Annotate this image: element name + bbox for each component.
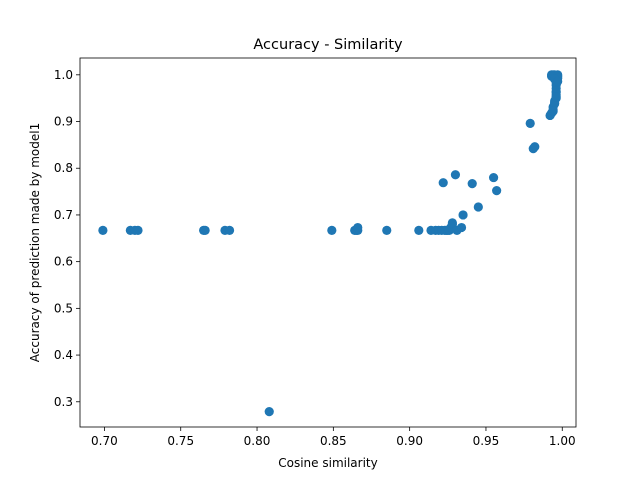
data-point xyxy=(382,225,392,235)
data-point xyxy=(492,186,502,196)
data-point xyxy=(467,179,477,189)
y-tick-label: 0.5 xyxy=(54,301,73,315)
y-tick-label: 0.4 xyxy=(54,348,73,362)
y-tick-label: 1.0 xyxy=(54,68,73,82)
chart-title: Accuracy - Similarity xyxy=(253,37,403,53)
y-tick-label: 0.8 xyxy=(54,161,73,175)
data-point xyxy=(450,170,461,180)
data-point xyxy=(458,210,468,220)
data-point xyxy=(200,225,210,235)
x-tick-label: 0.80 xyxy=(244,434,271,448)
data-point xyxy=(525,118,535,128)
x-tick-label: 0.85 xyxy=(320,434,347,448)
data-point xyxy=(548,106,558,116)
x-axis-ticks: 0.70 0.75 0.80 0.85 0.90 0.95 1.00 xyxy=(91,427,576,448)
data-point xyxy=(224,225,235,235)
y-tick-label: 0.9 xyxy=(54,115,73,129)
data-point xyxy=(98,225,108,235)
y-tick-label: 0.6 xyxy=(54,255,73,269)
data-point xyxy=(488,172,499,183)
y-axis-label: Accuracy of prediction made by model1 xyxy=(28,123,42,362)
data-point xyxy=(530,142,540,152)
data-point xyxy=(264,406,274,417)
x-tick-label: 0.95 xyxy=(473,434,500,448)
data-point xyxy=(414,225,424,235)
y-axis-ticks: 0.3 0.4 0.5 0.6 0.7 0.8 0.9 1.0 xyxy=(54,68,80,409)
data-point xyxy=(456,222,467,233)
data-point xyxy=(133,225,143,235)
data-point xyxy=(447,218,457,228)
data-point xyxy=(553,76,563,86)
data-point xyxy=(438,178,448,188)
data-point xyxy=(353,222,363,233)
x-tick-label: 0.90 xyxy=(396,434,423,448)
x-tick-label: 0.75 xyxy=(167,434,194,448)
y-tick-label: 0.3 xyxy=(54,395,73,409)
y-tick-label: 0.7 xyxy=(54,208,73,222)
data-point xyxy=(473,202,483,212)
data-point xyxy=(327,225,337,235)
x-axis-label: Cosine similarity xyxy=(278,456,377,470)
plot-frame xyxy=(79,57,577,428)
data-points xyxy=(98,70,563,417)
x-tick-label: 1.00 xyxy=(549,434,576,448)
data-point xyxy=(551,92,561,102)
x-tick-label: 0.70 xyxy=(91,434,118,448)
